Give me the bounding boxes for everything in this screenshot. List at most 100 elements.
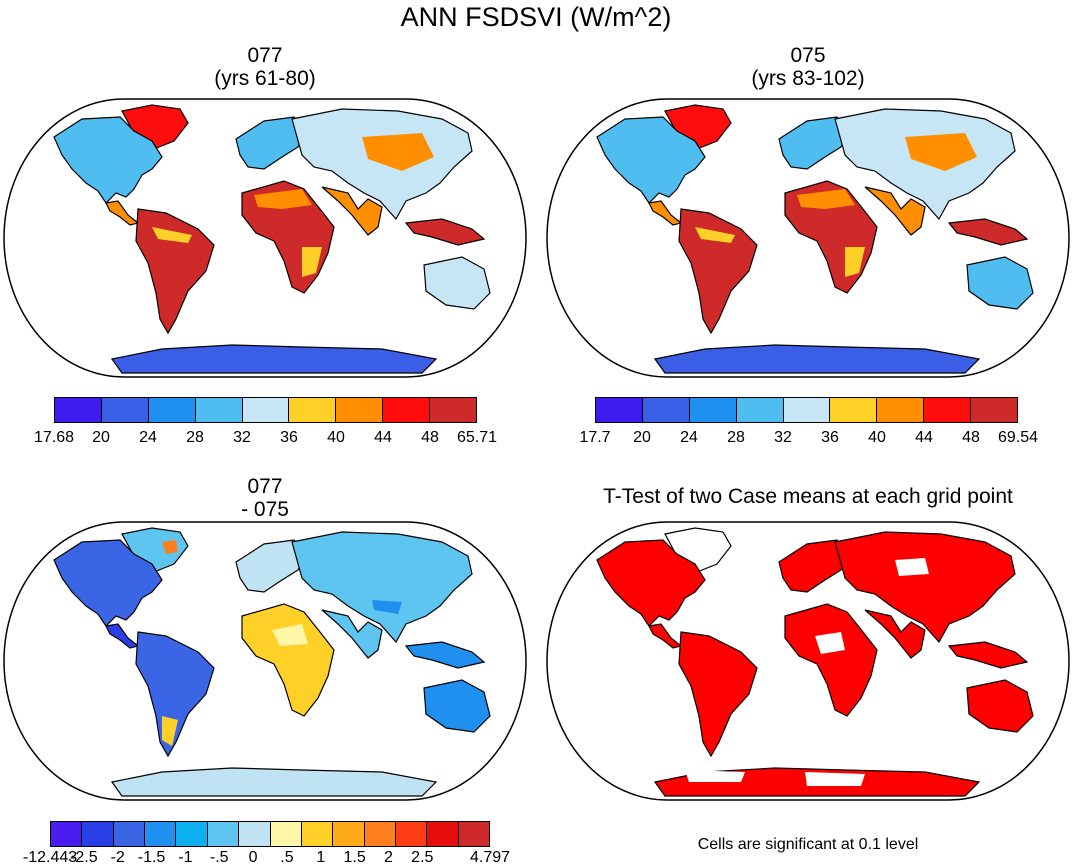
colorbar-swatch xyxy=(270,822,302,846)
colorbar-labels-case-075: 17.7 20 24 28 32 36 40 44 48 69.54 xyxy=(579,429,1038,449)
map-ttest-significance xyxy=(546,521,1070,801)
shading-patch xyxy=(362,133,434,171)
shading-patch xyxy=(905,133,977,171)
shading-patch xyxy=(845,247,865,277)
panel-3-case-name: 077 xyxy=(247,475,283,498)
colorbar-tick-label: 36 xyxy=(280,429,298,446)
colorbar-tick-label: 48 xyxy=(962,429,980,446)
colorbar-swatch xyxy=(364,822,396,846)
figure-title: ANN FSDSVI (W/m^2) xyxy=(400,2,672,32)
shading-patch xyxy=(895,558,929,576)
landmass-northAmerica xyxy=(53,539,163,627)
colorbar-tick-label: -1 xyxy=(178,849,193,866)
colorbar-swatch xyxy=(383,398,431,422)
shading-patch xyxy=(254,189,312,209)
colorbar-swatch xyxy=(971,398,1018,422)
landmass-africa xyxy=(241,603,335,717)
shading-patch xyxy=(695,227,735,243)
colorbar-tick-label: 1.5 xyxy=(343,849,366,866)
colorbar-labels-case-077: 17.68 20 24 28 32 36 40 44 48 65.71 xyxy=(34,429,497,449)
landmass-europe xyxy=(235,116,307,170)
landmass-australia xyxy=(966,256,1034,310)
landmass-maritimeSE xyxy=(404,218,486,246)
landmass-antarctica xyxy=(110,767,438,797)
colorbar-labels-difference: -12.443 -2.5 -2 -1.5 -1 -.5 0 .5 1 1.5 2 2.5 4.797 xyxy=(23,849,510,867)
panel-3-difference: - 075 xyxy=(241,498,289,521)
colorbar-tick-label: 1 xyxy=(316,849,326,866)
shading-patch xyxy=(162,716,178,746)
colorbar-tick-label: 20 xyxy=(92,429,110,446)
panel-3-title: 077 - 075 xyxy=(165,475,365,521)
colorbar-case-077 xyxy=(54,397,477,423)
shading-patch xyxy=(685,770,745,782)
landmass-asia xyxy=(291,108,473,221)
colorbar-swatch xyxy=(642,398,690,422)
landmass-australia xyxy=(966,679,1034,733)
colorbar-tick-label: 28 xyxy=(727,429,745,446)
landmass-centralAmerica xyxy=(105,623,140,649)
landmass-southAmerica xyxy=(678,208,758,335)
landmass-arabiaIndia xyxy=(321,186,383,236)
landmass-antarctica xyxy=(110,344,438,374)
colorbar-tick-label: 2 xyxy=(384,849,393,866)
landmass-arabiaIndia xyxy=(321,609,383,659)
colorbar-difference xyxy=(50,821,490,847)
significance-note: Cells are significant at 0.1 level xyxy=(697,836,919,853)
shading-patch xyxy=(152,227,192,243)
colorbar-swatch xyxy=(736,398,784,422)
landmass-southAmerica xyxy=(135,208,215,335)
colorbar-swatch xyxy=(924,398,972,422)
landmass-northAmerica xyxy=(596,539,706,627)
landmass-europe xyxy=(778,539,850,593)
landmass-asia xyxy=(291,531,473,644)
colorbar-swatch xyxy=(195,398,243,422)
landmass-arabiaIndia xyxy=(864,186,926,236)
map-case-075 xyxy=(546,98,1070,378)
shading-patch xyxy=(302,247,322,277)
landmass-maritimeSE xyxy=(404,641,486,669)
landmass-southAmerica xyxy=(678,631,758,758)
colorbar-tick-label: -.5 xyxy=(209,849,229,866)
landmass-centralAmerica xyxy=(648,623,683,649)
landmass-northAmerica xyxy=(596,116,706,204)
colorbar-tick-label: 40 xyxy=(868,429,886,446)
colorbar-tick-label: 44 xyxy=(374,429,392,446)
shading-patch xyxy=(797,189,855,209)
colorbar-tick-label: -2 xyxy=(110,849,125,866)
landmass-southAmerica xyxy=(135,631,215,758)
colorbar-swatch xyxy=(395,822,428,846)
colorbar-tick-label: -12.443 xyxy=(22,849,78,866)
map-frame xyxy=(3,521,527,801)
colorbar-tick-label: 17.7 xyxy=(579,429,611,446)
landmass-australia xyxy=(423,256,491,310)
landmass-centralAmerica xyxy=(648,200,683,226)
colorbar-swatch xyxy=(596,398,643,422)
colorbar-tick-label: -2.5 xyxy=(70,849,98,866)
landmass-arabiaIndia xyxy=(864,609,926,659)
landmass-maritimeSE xyxy=(947,641,1029,669)
panel-1-title: 077 (yrs 61-80) xyxy=(165,44,365,90)
panel-2-title: 075 (yrs 83-102) xyxy=(708,44,908,90)
colorbar-swatch xyxy=(783,398,831,422)
colorbar-tick-label: 24 xyxy=(680,429,698,446)
colorbar-swatch xyxy=(301,822,334,846)
colorbar-swatch xyxy=(176,822,208,846)
colorbar-swatch xyxy=(207,822,240,846)
ttest-title: T-Test of two Case means at each grid po… xyxy=(603,485,1013,508)
colorbar-tick-label: 65.71 xyxy=(456,429,498,446)
landmass-centralAmerica xyxy=(105,200,140,226)
colorbar-tick-label: 2.5 xyxy=(411,849,434,866)
colorbar-swatch xyxy=(55,398,102,422)
shading-patch xyxy=(372,600,402,614)
landmass-africa xyxy=(784,603,878,717)
colorbar-swatch xyxy=(148,398,196,422)
colorbar-swatch xyxy=(101,398,149,422)
landmass-europe xyxy=(235,539,307,593)
colorbar-tick-label: 36 xyxy=(821,429,839,446)
colorbar-tick-label: 17.68 xyxy=(33,429,75,446)
colorbar-swatch xyxy=(458,822,490,846)
landmass-northAmerica xyxy=(53,116,163,204)
colorbar-swatch xyxy=(333,822,365,846)
colorbar-swatch xyxy=(145,822,177,846)
colorbar-tick-label: 24 xyxy=(139,429,157,446)
